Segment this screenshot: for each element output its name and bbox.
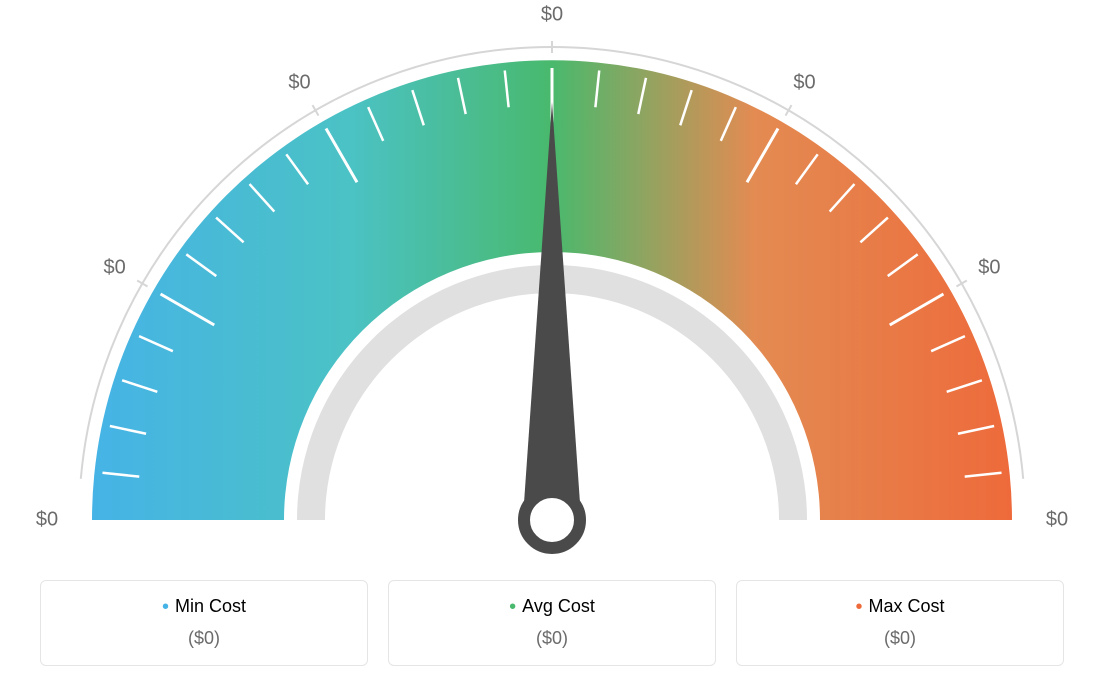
legend-title-max: • Max Cost [747,595,1053,618]
legend-box-max: • Max Cost ($0) [736,580,1064,666]
scale-label: $0 [288,71,310,94]
scale-label: $0 [1046,509,1068,532]
legend-bullet-max: • [855,596,862,619]
legend-value-avg: ($0) [399,628,705,649]
legend-label-max: Max Cost [868,596,944,616]
scale-label: $0 [104,256,126,279]
legend-value-min: ($0) [51,628,357,649]
gauge-svg [0,0,1104,570]
legend-row: • Min Cost ($0) • Avg Cost ($0) • Max Cost … [40,580,1064,666]
gauge-chart: $0 $0 $0 $0 $0 $0 $0 [0,0,1104,570]
legend-box-avg: • Avg Cost ($0) [388,580,716,666]
scale-label: $0 [978,256,1000,279]
scale-label: $0 [36,509,58,532]
legend-value-max: ($0) [747,628,1053,649]
legend-label-avg: Avg Cost [522,596,595,616]
legend-box-min: • Min Cost ($0) [40,580,368,666]
legend-bullet-avg: • [509,596,516,619]
legend-bullet-min: • [162,596,169,619]
scale-label: $0 [793,71,815,94]
scale-label: $0 [541,4,563,27]
legend-label-min: Min Cost [175,596,246,616]
legend-title-avg: • Avg Cost [399,595,705,618]
legend-title-min: • Min Cost [51,595,357,618]
